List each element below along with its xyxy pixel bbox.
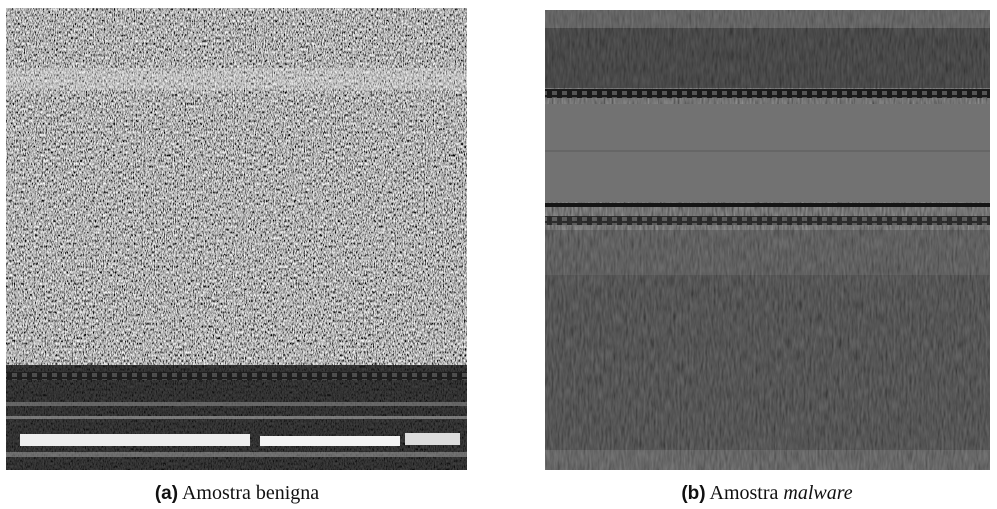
caption-label: (b) xyxy=(681,483,706,504)
caption-a: (a) Amostra benigna xyxy=(155,482,319,505)
caption-text: Amostra benigna xyxy=(181,482,320,504)
image-malware xyxy=(545,10,990,470)
caption-b: (b) Amostra malware xyxy=(681,482,852,505)
image-benign xyxy=(6,8,467,470)
caption-italic: malware xyxy=(783,482,853,504)
caption-label: (a) xyxy=(154,483,179,504)
caption-text: Amostra xyxy=(709,482,784,504)
